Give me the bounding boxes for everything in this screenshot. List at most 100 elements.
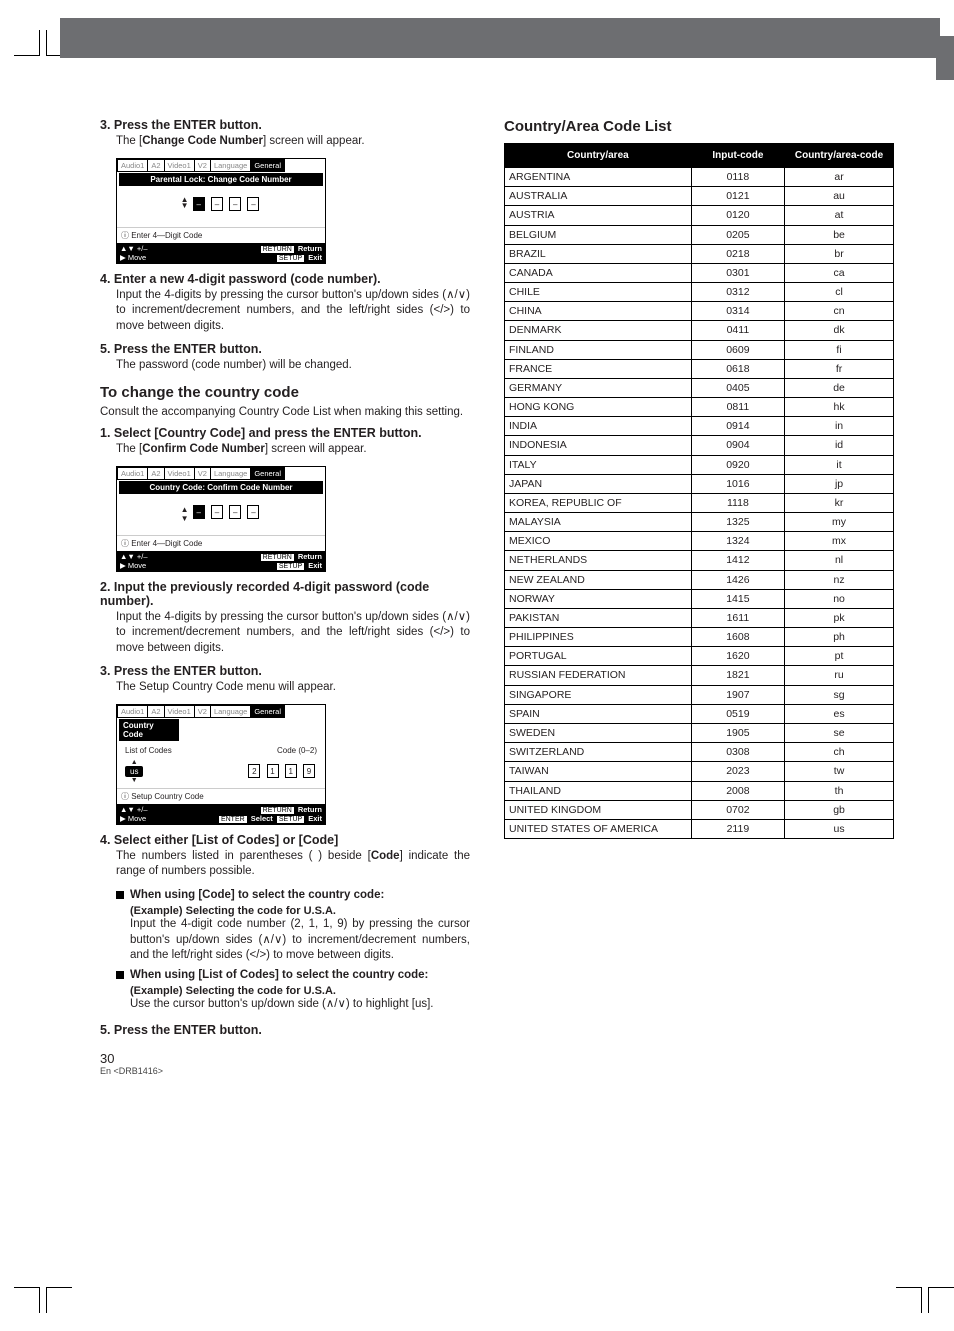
table-cell: 0702 xyxy=(691,800,784,819)
table-row: ITALY0920it xyxy=(505,455,894,474)
table-row: UNITED KINGDOM0702gb xyxy=(505,800,894,819)
tab: A2 xyxy=(147,705,164,718)
table-cell: at xyxy=(785,206,894,225)
table-cell: SPAIN xyxy=(505,704,692,723)
digit-box: 1 xyxy=(285,764,297,778)
tab: V2 xyxy=(194,705,211,718)
step-title: 1. Select [Country Code] and press the E… xyxy=(100,426,470,440)
table-row: TAIWAN2023tw xyxy=(505,762,894,781)
table-cell: 0405 xyxy=(691,378,784,397)
tab-active: General xyxy=(250,467,285,480)
table-cell: TAIWAN xyxy=(505,762,692,781)
crop-mark xyxy=(46,1287,72,1313)
step-5: 5. Press the ENTER button. The password … xyxy=(100,342,470,374)
table-cell: gb xyxy=(785,800,894,819)
table-row: PAKISTAN1611pk xyxy=(505,608,894,627)
table-cell: DENMARK xyxy=(505,321,692,340)
table-cell: 1325 xyxy=(691,513,784,532)
cc-step-5: 5. Press the ENTER button. xyxy=(100,1023,470,1037)
digit-box: – xyxy=(229,505,241,519)
tab: A2 xyxy=(147,467,164,480)
step-3: 3. Press the ENTER button. The [Change C… xyxy=(100,118,470,150)
crop-mark xyxy=(14,30,40,56)
setup-button: SETUP xyxy=(277,563,304,570)
example-label: (Example) Selecting the code for U.S.A. xyxy=(100,905,470,917)
table-cell: 1324 xyxy=(691,532,784,551)
table-cell: us xyxy=(785,819,894,838)
text: ▶ Move xyxy=(120,561,146,570)
table-cell: 1415 xyxy=(691,589,784,608)
table-row: AUSTRALIA0121au xyxy=(505,187,894,206)
step-title: 5. Press the ENTER button. xyxy=(100,1023,470,1037)
text: ] screen will appear. xyxy=(263,135,365,147)
digit-box: – xyxy=(193,505,205,519)
table-cell: HONG KONG xyxy=(505,398,692,417)
arrow-up-icon: ▲ xyxy=(125,759,143,766)
table-cell: ITALY xyxy=(505,455,692,474)
left-column: 3. Press the ENTER button. The [Change C… xyxy=(100,118,470,1076)
shot-hint: ⓘ Setup Country Code xyxy=(117,788,325,804)
cc-step-3: 3. Press the ENTER button. The Setup Cou… xyxy=(100,664,470,696)
table-row: NETHERLANDS1412nl xyxy=(505,551,894,570)
shot-footer: ▲▼ +/– ▶ Move RETURNReturn ENTERSelect S… xyxy=(117,804,325,824)
table-row: AUSTRIA0120at xyxy=(505,206,894,225)
table-cell: ca xyxy=(785,263,894,282)
table-cell: 1016 xyxy=(691,474,784,493)
code-label: Code (0–2) xyxy=(277,746,317,755)
footer-left: ▲▼ +/– ▶ Move xyxy=(120,805,152,823)
table-cell: au xyxy=(785,187,894,206)
step-title: 3. Press the ENTER button. xyxy=(100,118,470,132)
digit-box: – xyxy=(211,505,223,519)
shot-header: Country Code: Confirm Code Number xyxy=(119,481,323,494)
footer-right: RETURNReturn SETUPExit xyxy=(259,552,322,570)
shot-tabs: Audio1 A2 Video1 V2 Language General xyxy=(117,467,325,480)
table-cell: 0118 xyxy=(691,168,784,187)
table-cell: ch xyxy=(785,743,894,762)
step-body: Input the 4-digits by pressing the curso… xyxy=(100,610,470,657)
table-cell: SWEDEN xyxy=(505,723,692,742)
page-content: 3. Press the ENTER button. The [Change C… xyxy=(0,58,954,1116)
tab: Audio1 xyxy=(117,159,148,172)
table-cell: RUSSIAN FEDERATION xyxy=(505,666,692,685)
table-cell: CHILE xyxy=(505,283,692,302)
text: ▶ Move xyxy=(120,253,146,262)
tab: V2 xyxy=(194,159,211,172)
tab: Video1 xyxy=(164,467,195,480)
page-wrapper: Preparations (Setup) 3. Press the ENTER … xyxy=(0,18,954,1331)
right-column: Country/Area Code List Country/area Inpu… xyxy=(504,118,894,1076)
table-row: UNITED STATES OF AMERICA2119us xyxy=(505,819,894,838)
crop-mark xyxy=(14,1287,40,1313)
text: ] screen will appear. xyxy=(265,443,367,455)
text: Select xyxy=(251,814,273,823)
table-cell: 2008 xyxy=(691,781,784,800)
text: Exit xyxy=(308,561,322,570)
table-cell: 0618 xyxy=(691,359,784,378)
table-cell: 0308 xyxy=(691,743,784,762)
footer-left: ▲▼ +/– ▶ Move xyxy=(120,552,152,570)
table-cell: it xyxy=(785,455,894,474)
table-cell: 0904 xyxy=(691,436,784,455)
table-cell: sg xyxy=(785,685,894,704)
us-pill: us xyxy=(125,766,143,777)
table-cell: PAKISTAN xyxy=(505,608,692,627)
table-row: ARGENTINA0118ar xyxy=(505,168,894,187)
text: The [ xyxy=(116,135,142,147)
ui-screenshot-3: Audio1 A2 Video1 V2 Language General Cou… xyxy=(116,704,326,825)
digit-box: – xyxy=(193,197,205,211)
shot-header: Country Code xyxy=(119,719,179,741)
tab: Language xyxy=(210,159,251,172)
shot-body: ▲▼ – – – – xyxy=(117,495,325,535)
table-row: FINLAND0609fi xyxy=(505,340,894,359)
footer-right: RETURNReturn ENTERSelect SETUPExit xyxy=(217,805,322,823)
arrow-down-icon: ▼ xyxy=(125,777,143,784)
setup-button: SETUP xyxy=(277,816,304,823)
table-cell: 1608 xyxy=(691,628,784,647)
table-cell: cl xyxy=(785,283,894,302)
step-body: The password (code number) will be chang… xyxy=(100,358,470,374)
square-bullet-icon xyxy=(116,891,124,899)
table-cell: MEXICO xyxy=(505,532,692,551)
tab: Language xyxy=(210,467,251,480)
table-cell: INDIA xyxy=(505,417,692,436)
tab-active: General xyxy=(250,159,285,172)
table-cell: 0312 xyxy=(691,283,784,302)
